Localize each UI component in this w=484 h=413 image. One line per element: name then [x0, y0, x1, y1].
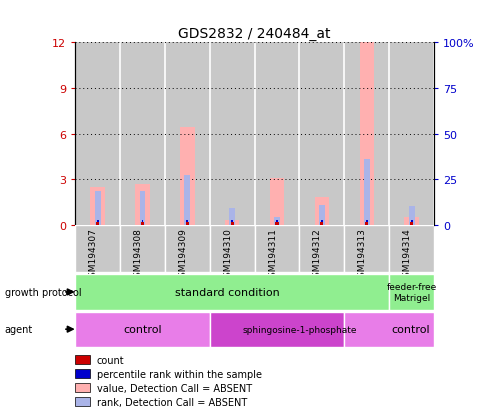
Bar	[139, 192, 145, 225]
Text: control: control	[123, 324, 162, 335]
Bar	[275, 222, 278, 225]
Bar	[365, 220, 367, 222]
Bar	[165, 225, 209, 273]
Bar	[185, 222, 188, 225]
Bar	[186, 220, 188, 222]
Text: sphingosine-1-phosphate: sphingosine-1-phosphate	[242, 325, 356, 334]
Text: GSM194310: GSM194310	[223, 228, 232, 282]
Bar	[344, 312, 433, 347]
Bar	[344, 225, 388, 273]
Bar	[75, 370, 90, 378]
Text: value, Detection Call = ABSENT: value, Detection Call = ABSENT	[96, 383, 251, 393]
Bar	[180, 128, 194, 225]
Bar	[209, 225, 254, 273]
Bar	[254, 43, 299, 225]
Bar	[229, 209, 235, 225]
Bar	[231, 220, 233, 222]
Bar	[388, 225, 433, 273]
Bar	[184, 175, 190, 225]
Bar	[299, 225, 344, 273]
Bar	[209, 312, 344, 347]
Bar	[90, 187, 105, 225]
Text: GSM194314: GSM194314	[402, 228, 411, 282]
Bar	[165, 43, 209, 225]
Bar	[408, 207, 414, 225]
Bar	[363, 160, 369, 225]
Bar	[359, 43, 373, 225]
Bar	[94, 192, 100, 225]
Text: rank, Detection Call = ABSENT: rank, Detection Call = ABSENT	[96, 397, 246, 407]
Bar	[230, 222, 233, 225]
Bar	[209, 43, 254, 225]
Bar	[318, 205, 324, 225]
Bar	[320, 220, 322, 222]
Text: GSM194307: GSM194307	[89, 228, 97, 282]
Bar	[254, 225, 299, 273]
Text: count: count	[96, 355, 124, 365]
Bar	[275, 220, 277, 222]
Text: growth protocol: growth protocol	[5, 287, 81, 297]
Text: agent: agent	[5, 324, 33, 335]
Text: GSM194309: GSM194309	[178, 228, 187, 282]
Bar	[273, 218, 279, 225]
Bar	[410, 220, 412, 222]
Bar	[75, 225, 120, 273]
Bar	[404, 218, 418, 225]
Bar	[409, 222, 412, 225]
Text: GSM194311: GSM194311	[268, 228, 276, 282]
Bar	[269, 178, 284, 225]
Text: percentile rank within the sample: percentile rank within the sample	[96, 369, 261, 379]
Bar	[320, 222, 323, 225]
Bar	[141, 220, 143, 222]
Bar	[96, 220, 98, 222]
Bar	[135, 184, 150, 225]
Bar	[225, 221, 239, 225]
Bar	[75, 312, 209, 347]
Bar	[314, 198, 329, 225]
Text: standard condition: standard condition	[175, 287, 279, 297]
Bar	[120, 43, 165, 225]
Bar	[388, 275, 433, 310]
Bar	[299, 43, 344, 225]
Title: GDS2832 / 240484_at: GDS2832 / 240484_at	[178, 27, 330, 41]
Bar	[344, 43, 388, 225]
Text: feeder-free
Matrigel: feeder-free Matrigel	[386, 282, 436, 302]
Bar	[364, 222, 367, 225]
Bar	[75, 397, 90, 406]
Bar	[75, 384, 90, 392]
Bar	[75, 356, 90, 365]
Text: GSM194312: GSM194312	[312, 228, 321, 282]
Text: GSM194313: GSM194313	[357, 228, 366, 282]
Text: GSM194308: GSM194308	[133, 228, 142, 282]
Bar	[75, 43, 120, 225]
Bar	[96, 222, 99, 225]
Text: control: control	[391, 324, 429, 335]
Bar	[141, 222, 144, 225]
Bar	[120, 225, 165, 273]
Bar	[388, 43, 433, 225]
Bar	[75, 275, 388, 310]
